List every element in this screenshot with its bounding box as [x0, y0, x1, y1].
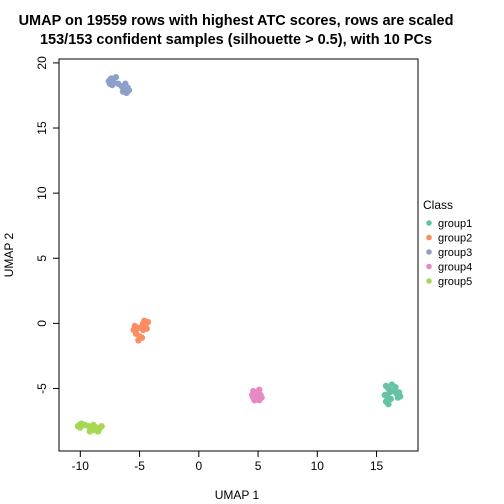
point-group5: [86, 428, 94, 435]
y-axis: -5 0 5 10 15 20: [35, 56, 60, 394]
point-group5: [90, 421, 97, 429]
legend-swatch-group2: [426, 234, 432, 241]
x-tick-label: 10: [311, 459, 325, 473]
legend-label-group2: group2: [438, 233, 472, 245]
chart-subtitle: 153/153 confident samples (silhouette > …: [40, 32, 432, 48]
legend-swatch-group1: [426, 220, 432, 226]
x-axis: -10 -5 0 5 10 15: [72, 450, 384, 473]
point-group1: [387, 395, 394, 403]
point-group3: [122, 80, 129, 87]
point-group1: [389, 387, 397, 395]
legend-swatch-group5: [426, 278, 432, 284]
point-group5: [74, 423, 82, 430]
point-group2: [139, 326, 147, 334]
chart-title: UMAP on 19559 rows with highest ATC scor…: [19, 13, 454, 29]
point-group3: [119, 88, 127, 95]
point-group3: [112, 74, 120, 81]
legend: Class group1 group2 group3 group4 group5: [423, 198, 472, 288]
legend-label-group5: group5: [438, 276, 472, 288]
x-axis-label: UMAP 1: [215, 488, 260, 502]
legend-title: Class: [423, 198, 453, 212]
point-group4: [256, 397, 263, 404]
plot-frame: [58, 58, 419, 452]
point-group5: [94, 428, 102, 435]
point-group4: [250, 394, 257, 401]
y-tick-label: 0: [35, 320, 49, 327]
y-tick-label: 10: [35, 186, 49, 200]
x-tick-label: 0: [195, 459, 202, 473]
point-group1: [385, 400, 392, 408]
point-group1: [394, 394, 402, 401]
point-group5: [98, 423, 105, 430]
y-axis-label: UMAP 2: [2, 232, 16, 277]
x-tick-label: -10: [72, 459, 90, 473]
point-group2: [138, 334, 146, 341]
point-group1: [395, 389, 403, 396]
y-tick-label: 15: [35, 121, 49, 135]
legend-label-group4: group4: [438, 262, 472, 274]
legend-label-group1: group1: [438, 218, 472, 230]
point-group1: [381, 391, 389, 399]
y-tick-label: -5: [35, 383, 49, 394]
y-tick-label: 5: [35, 255, 49, 262]
point-group2: [131, 322, 139, 330]
point-group2: [144, 318, 152, 326]
legend-label-group3: group3: [438, 247, 472, 259]
legend-swatch-group4: [426, 263, 432, 270]
y-tick-label: 20: [35, 56, 49, 70]
point-group3: [125, 87, 133, 94]
data-points: [74, 74, 404, 435]
point-group3: [106, 80, 114, 87]
legend-swatch-group3: [426, 249, 432, 255]
x-tick-label: -5: [134, 459, 145, 473]
x-tick-label: 5: [255, 459, 262, 473]
x-tick-label: 15: [370, 459, 384, 473]
